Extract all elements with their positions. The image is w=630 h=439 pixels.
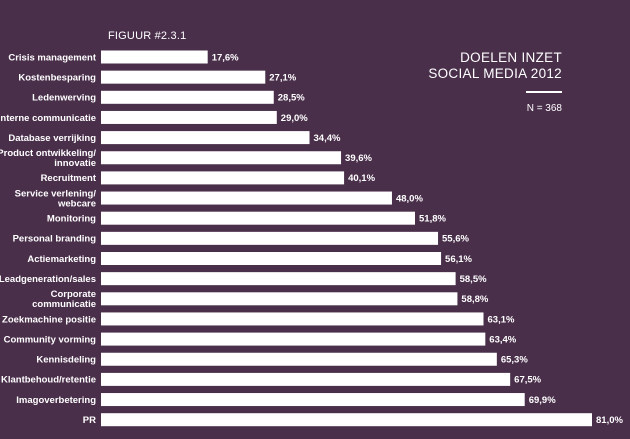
chart-title: DOELEN INZET SOCIAL MEDIA 2012 — [428, 50, 562, 82]
category-label-1: Kostenbesparing — [18, 72, 96, 83]
bar-7 — [101, 191, 392, 205]
value-label-7: 48,0% — [396, 193, 423, 204]
value-label-13: 63,1% — [488, 314, 515, 325]
bar-2 — [101, 90, 274, 104]
value-label-0: 17,6% — [212, 52, 239, 63]
value-label-4: 34,4% — [314, 133, 341, 144]
bar-9 — [101, 231, 439, 245]
bar-12 — [101, 292, 458, 306]
category-label-8: Monitoring — [47, 214, 96, 225]
value-label-8: 51,8% — [419, 214, 446, 225]
value-label-11: 58,5% — [460, 274, 487, 285]
category-label-9: Personal branding — [13, 234, 97, 245]
category-label-12: Corporate communicatie — [32, 289, 96, 310]
bar-17 — [101, 393, 525, 407]
category-label-17: Imagoverbetering — [16, 395, 96, 406]
category-label-15: Kennisdeling — [36, 355, 96, 366]
figure-label: FIGUUR #2.3.1 — [108, 30, 187, 42]
category-label-16: Klantbehoud/retentie — [1, 375, 96, 386]
bar-5 — [101, 151, 342, 165]
value-label-1: 27,1% — [269, 72, 296, 83]
category-label-13: Zoekmachine positie — [2, 314, 96, 325]
value-label-9: 55,6% — [442, 234, 469, 245]
category-label-7: Service verlening/webcare — [15, 188, 97, 209]
title-divider — [526, 91, 562, 93]
title-line-1: DOELEN INZET — [460, 50, 562, 65]
bar-0 — [101, 50, 208, 64]
value-label-18: 81,0% — [596, 415, 623, 426]
value-label-14: 63,4% — [489, 334, 516, 345]
category-label-0: Crisis management — [8, 52, 96, 63]
bar-1 — [101, 70, 266, 84]
bar-11 — [101, 272, 456, 286]
category-label-11: Leadgeneration/sales — [0, 274, 96, 285]
category-label-4: Database verrijking — [8, 133, 96, 144]
category-label-3: Interne communicatie — [0, 113, 96, 124]
value-label-5: 39,6% — [345, 153, 372, 164]
category-label-2: Ledenwerving — [32, 93, 96, 104]
sample-size-label: N = 368 — [526, 103, 562, 114]
bar-10 — [101, 252, 442, 265]
category-label-5: Product ontwikkeling/innovatie — [0, 148, 96, 169]
bar-15 — [101, 352, 497, 366]
bar-13 — [101, 312, 484, 326]
value-label-12: 58,8% — [461, 294, 488, 305]
bar-8 — [101, 211, 415, 225]
category-label-10: Actiemarketing — [27, 254, 96, 265]
value-label-6: 40,1% — [348, 173, 375, 184]
value-label-15: 65,3% — [501, 355, 528, 366]
bar-4 — [101, 131, 310, 145]
title-line-2: SOCIAL MEDIA 2012 — [428, 66, 562, 81]
value-label-16: 67,5% — [514, 375, 541, 386]
bar-14 — [101, 332, 486, 346]
bar-6 — [101, 171, 345, 185]
bar-16 — [101, 372, 511, 386]
bar-3 — [101, 110, 277, 124]
value-label-10: 56,1% — [445, 254, 472, 265]
value-label-3: 29,0% — [281, 113, 308, 124]
category-label-14: Community vorming — [4, 334, 97, 345]
value-label-2: 28,5% — [278, 93, 305, 104]
bar-18 — [101, 413, 592, 427]
category-label-18: PR — [83, 415, 96, 426]
category-label-6: Recruitment — [41, 173, 97, 184]
value-label-17: 69,9% — [529, 395, 556, 406]
